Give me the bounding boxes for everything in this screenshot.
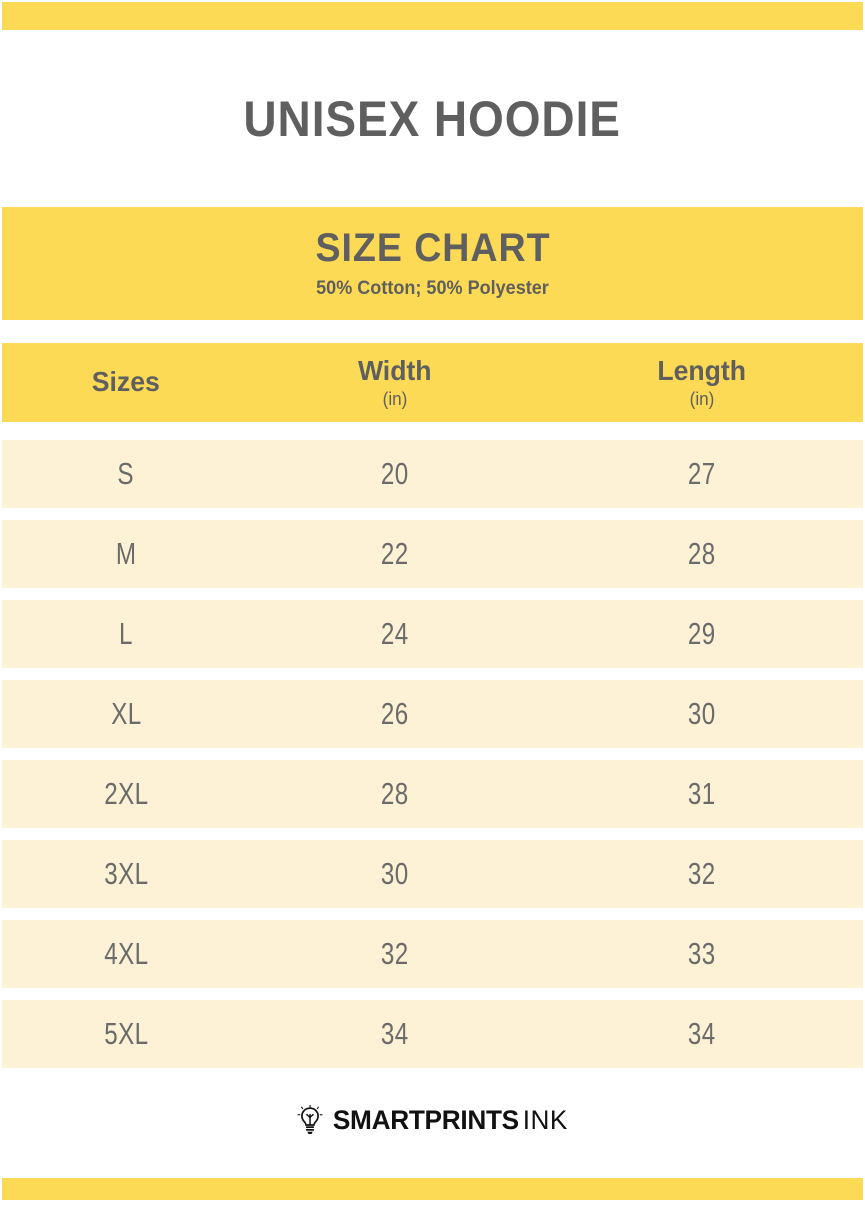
cell-size: S: [2, 456, 250, 492]
footer-branding: SMARTPRINTS INK: [0, 1090, 865, 1150]
bottom-accent-bar: [2, 1178, 863, 1200]
cell-width: 26: [250, 696, 540, 732]
length-value: 27: [687, 456, 716, 491]
width-value: 28: [381, 776, 409, 811]
width-value: 30: [381, 856, 409, 891]
cell-length: 33: [540, 936, 863, 972]
width-value: 32: [381, 936, 409, 971]
cell-length: 30: [540, 696, 863, 732]
header-cell-sizes: Sizes: [2, 366, 250, 398]
cell-length: 27: [540, 456, 863, 492]
table-header-row: Sizes Width (in) Length (in): [2, 343, 863, 422]
cell-size: L: [2, 616, 250, 652]
cell-length: 31: [540, 776, 863, 812]
table-row: M 22 28: [2, 520, 863, 588]
cell-size: 5XL: [2, 1016, 250, 1052]
size-value: 2XL: [103, 776, 149, 811]
cell-length: 34: [540, 1016, 863, 1052]
length-value: 28: [687, 536, 716, 571]
header-label-width: Width: [358, 354, 432, 386]
size-value: XL: [110, 696, 142, 731]
width-value: 34: [381, 1016, 409, 1051]
cell-width: 34: [250, 1016, 540, 1052]
length-value: 32: [687, 856, 716, 891]
table-row: L 24 29: [2, 600, 863, 668]
header-cell-length: Length (in): [540, 354, 863, 410]
cell-size: M: [2, 536, 250, 572]
page-title: UNISEX HOODIE: [243, 90, 622, 147]
cell-size: 3XL: [2, 856, 250, 892]
brand-logo: SMARTPRINTS INK: [297, 1105, 568, 1136]
cell-length: 28: [540, 536, 863, 572]
size-value: 5XL: [103, 1016, 149, 1051]
size-value: 4XL: [103, 936, 149, 971]
material-composition: 50% Cotton; 50% Polyester: [316, 278, 549, 299]
size-chart-banner: SIZE CHART 50% Cotton; 50% Polyester: [2, 207, 863, 320]
header-unit-length: (in): [689, 388, 714, 409]
table-row: 4XL 32 33: [2, 920, 863, 988]
size-value: S: [117, 456, 135, 491]
cell-size: 2XL: [2, 776, 250, 812]
length-value: 34: [687, 1016, 716, 1051]
size-value: L: [119, 616, 133, 651]
size-value: M: [115, 536, 137, 571]
table-row: 2XL 28 31: [2, 760, 863, 828]
table-row: 3XL 30 32: [2, 840, 863, 908]
length-value: 31: [687, 776, 716, 811]
width-value: 26: [381, 696, 409, 731]
size-table: Sizes Width (in) Length (in) S 20 27: [2, 343, 863, 1080]
cell-width: 24: [250, 616, 540, 652]
header-label-sizes: Sizes: [91, 366, 161, 398]
product-title-section: UNISEX HOODIE: [0, 30, 865, 207]
table-row: XL 26 30: [2, 680, 863, 748]
table-row: 5XL 34 34: [2, 1000, 863, 1068]
brand-name-secondary: INK: [522, 1104, 568, 1135]
cell-length: 32: [540, 856, 863, 892]
banner-title: SIZE CHART: [315, 226, 550, 270]
length-value: 33: [687, 936, 716, 971]
header-cell-width: Width (in): [250, 354, 540, 410]
table-row: S 20 27: [2, 440, 863, 508]
cell-width: 30: [250, 856, 540, 892]
cell-width: 28: [250, 776, 540, 812]
length-value: 29: [687, 616, 716, 651]
top-accent-bar: [2, 2, 863, 30]
cell-size: XL: [2, 696, 250, 732]
width-value: 22: [381, 536, 409, 571]
size-value: 3XL: [103, 856, 149, 891]
width-value: 20: [381, 456, 409, 491]
length-value: 30: [687, 696, 716, 731]
header-label-length: Length: [657, 354, 746, 386]
lightbulb-icon: [297, 1105, 323, 1134]
cell-width: 32: [250, 936, 540, 972]
width-value: 24: [381, 616, 409, 651]
cell-width: 22: [250, 536, 540, 572]
brand-name-primary: SMARTPRINTS: [332, 1104, 519, 1135]
cell-size: 4XL: [2, 936, 250, 972]
cell-width: 20: [250, 456, 540, 492]
header-unit-width: (in): [382, 388, 408, 409]
cell-length: 29: [540, 616, 863, 652]
